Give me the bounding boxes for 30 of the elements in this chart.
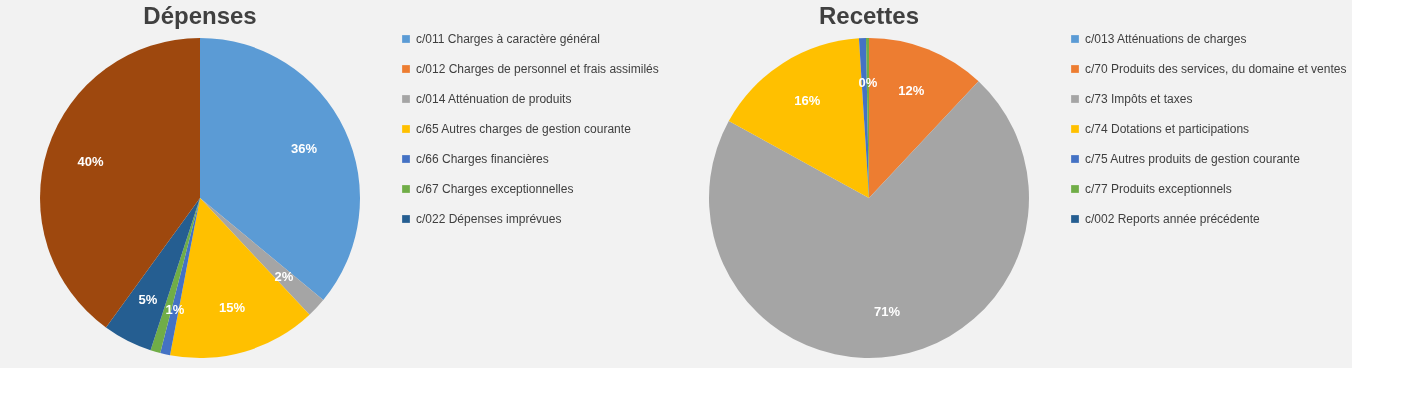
legend-label: c/011 Charges à caractère général bbox=[416, 32, 600, 46]
data-label: 2% bbox=[274, 268, 294, 284]
legend-label: c/74 Dotations et participations bbox=[1085, 122, 1250, 136]
data-label: 5% bbox=[138, 292, 158, 308]
data-label: 36% bbox=[291, 141, 318, 157]
pie-slice bbox=[200, 198, 324, 315]
legend-label: c/014 Atténuation de produits bbox=[416, 92, 572, 106]
pie-slice bbox=[40, 38, 200, 328]
legend-label: c/73 Impôts et taxes bbox=[1085, 92, 1193, 106]
legend-label: c/65 Autres charges de gestion courante bbox=[416, 122, 632, 136]
chart-title: Dépenses bbox=[143, 2, 257, 29]
pie-slice bbox=[105, 198, 200, 351]
data-label: 16% bbox=[794, 92, 821, 108]
data-label: 12% bbox=[898, 83, 925, 99]
pie-slice bbox=[200, 38, 360, 300]
legend-label: c/67 Charges exceptionnelles bbox=[416, 182, 574, 196]
chart-title: Recettes bbox=[818, 2, 920, 29]
legend-label: c/013 Atténuations de charges bbox=[1085, 32, 1247, 46]
legend-label: c/75 Autres produits de gestion courante bbox=[1085, 152, 1301, 166]
data-label: 1% bbox=[165, 302, 185, 318]
legend-label: c/70 Produits des services, du domaine et ventes bbox=[1085, 62, 1347, 76]
data-label: 71% bbox=[873, 303, 901, 319]
legend-label: c/002 Reports année précédente bbox=[1085, 212, 1261, 226]
legend-label: c/66 Charges financières bbox=[416, 152, 549, 166]
legend-label: c/012 Charges de personnel et frais assimilés bbox=[416, 62, 659, 76]
data-label: 40% bbox=[77, 154, 105, 170]
data-label: 15% bbox=[219, 300, 246, 316]
legend-label: c/022 Dépenses imprévues bbox=[416, 212, 562, 226]
pie-slice bbox=[160, 198, 200, 356]
legend-label: c/77 Produits exceptionnels bbox=[1085, 182, 1232, 196]
